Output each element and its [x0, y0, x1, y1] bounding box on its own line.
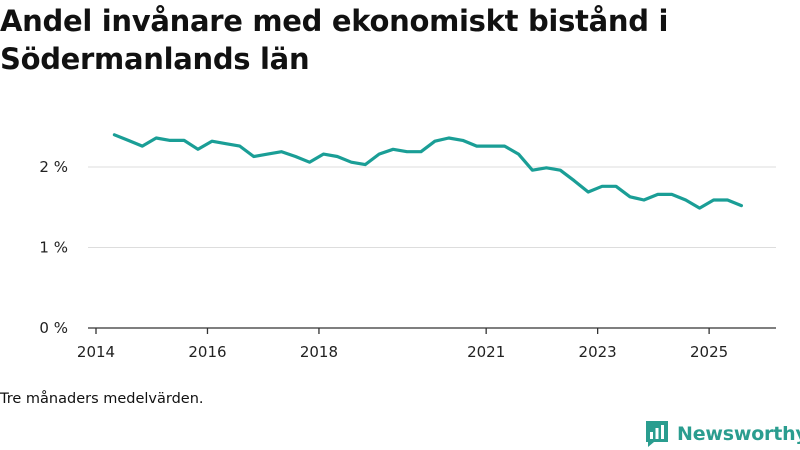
- data-point: [545, 166, 548, 170]
- data-point: [600, 185, 604, 188]
- data-point: [628, 195, 632, 198]
- data-point: [294, 155, 297, 158]
- tick-labels: 0 % 1 % 2 % 2014 2016 2018 2021 2023 2025: [39, 158, 728, 361]
- data-point: [684, 198, 687, 202]
- x-tick-label: 2021: [467, 343, 505, 361]
- data-point: [141, 144, 144, 148]
- data-point: [322, 152, 325, 156]
- data-point: [391, 148, 395, 151]
- data-point: [586, 190, 590, 194]
- data-point: [670, 193, 673, 196]
- data-point: [168, 139, 172, 142]
- data-point: [573, 179, 576, 182]
- data-point: [642, 198, 646, 202]
- data-point: [350, 160, 353, 164]
- data-point: [196, 148, 200, 151]
- line-chart: 0 % 1 % 2 % 2014 2016 2018 2021 2023 2025: [39, 133, 776, 361]
- data-point: [433, 140, 437, 143]
- data-point: [113, 133, 116, 136]
- data-point: [210, 140, 214, 143]
- newsworthy-logo-icon: [646, 421, 668, 447]
- data-point: [614, 185, 618, 188]
- chart-title: Andel invånare med ekonomiskt bistånd i …: [0, 4, 669, 76]
- data-point: [656, 193, 660, 196]
- brand-logo[interactable]: Newsworthy: [644, 420, 800, 448]
- data-point: [531, 169, 534, 172]
- x-tick-label: 2014: [77, 343, 115, 361]
- data-point: [726, 198, 729, 202]
- data-point: [266, 152, 269, 156]
- data-point: [419, 150, 423, 153]
- y-tick-label: 1 %: [39, 239, 68, 257]
- data-point: [364, 163, 367, 166]
- y-tick-label: 2 %: [39, 158, 68, 176]
- gridlines: [88, 166, 776, 248]
- data-point: [461, 139, 464, 142]
- data-point: [503, 144, 506, 148]
- chart-note: Tre månaders medelvärden.: [0, 391, 204, 407]
- data-point: [377, 152, 381, 156]
- data-point: [740, 204, 743, 207]
- data-point: [475, 144, 478, 148]
- series-line: [112, 133, 744, 210]
- brand-name: Newsworthy: [677, 423, 800, 445]
- x-tick-label: 2018: [300, 343, 338, 361]
- data-point: [489, 144, 492, 148]
- data-point: [712, 198, 715, 202]
- data-point: [698, 206, 701, 210]
- x-axis: [88, 327, 776, 334]
- data-point: [252, 155, 255, 158]
- data-point: [447, 136, 451, 140]
- data-point: [127, 139, 130, 142]
- data-point: [559, 169, 562, 172]
- y-tick-label: 0 %: [39, 319, 68, 337]
- data-point: [517, 152, 520, 156]
- x-tick-label: 2025: [690, 343, 728, 361]
- data-point: [308, 160, 311, 164]
- data-point: [154, 136, 158, 140]
- data-point: [336, 155, 339, 158]
- data-point: [405, 150, 409, 153]
- data-point: [238, 144, 242, 148]
- data-point: [182, 139, 186, 142]
- series-layer: [112, 133, 744, 210]
- data-point: [280, 150, 283, 153]
- data-point: [224, 142, 228, 145]
- x-tick-label: 2023: [579, 343, 617, 361]
- x-tick-label: 2016: [188, 343, 226, 361]
